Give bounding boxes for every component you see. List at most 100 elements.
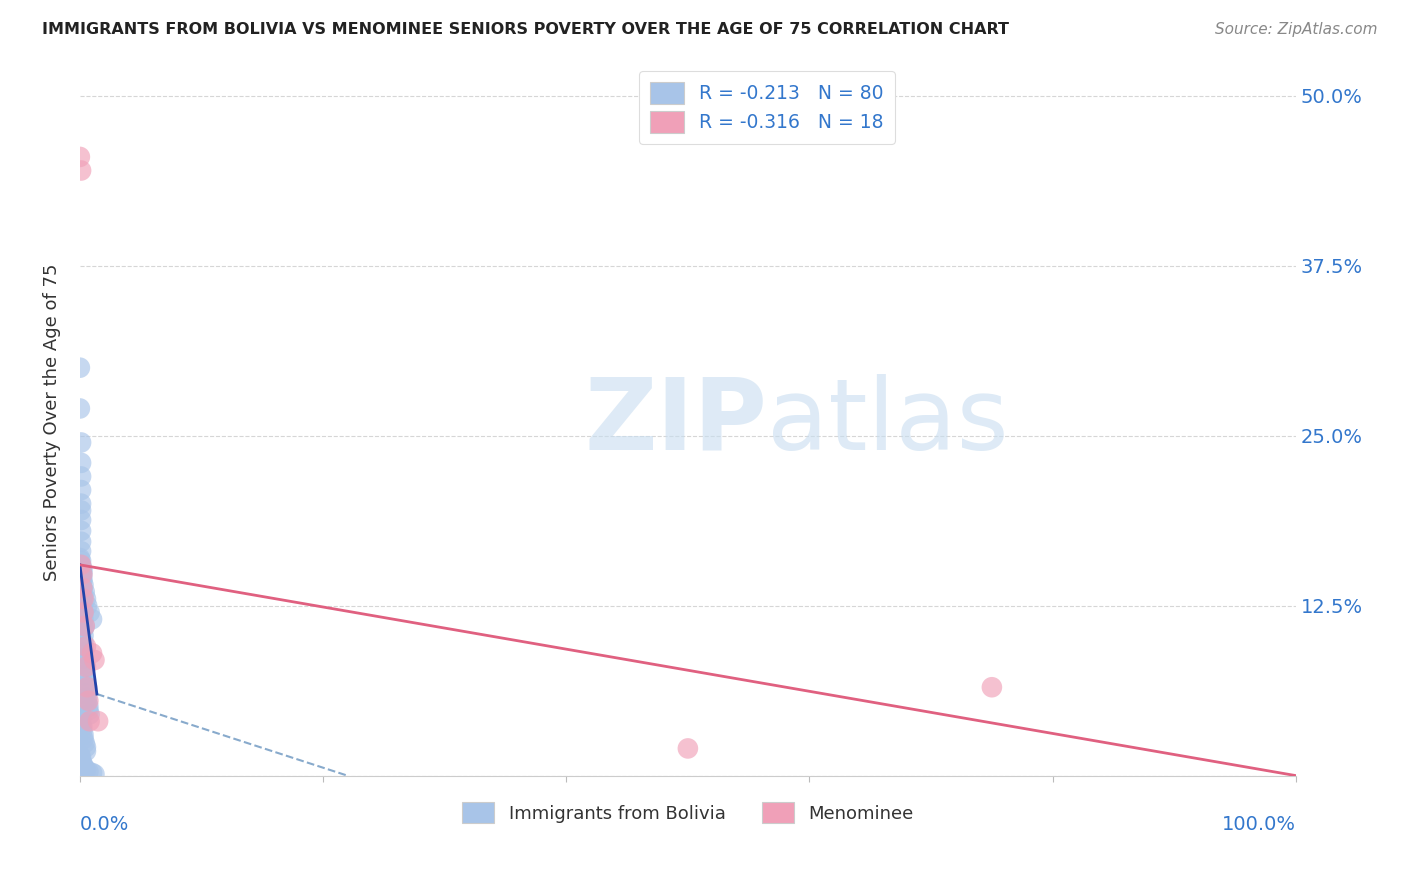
Point — [73, 619, 96, 633]
Point — [75, 763, 97, 777]
Point — [72, 562, 94, 576]
Point — [70, 513, 93, 527]
Point — [73, 668, 96, 682]
Point — [72, 615, 94, 629]
Point — [70, 497, 93, 511]
Point — [70, 435, 93, 450]
Point — [72, 651, 94, 665]
Y-axis label: Seniors Poverty Over the Age of 75: Seniors Poverty Over the Age of 75 — [44, 263, 60, 581]
Point — [72, 565, 94, 579]
Point — [69, 360, 91, 375]
Point — [70, 469, 93, 483]
Point — [73, 657, 96, 672]
Point — [72, 640, 94, 655]
Point — [73, 619, 96, 633]
Point — [73, 736, 96, 750]
Text: IMMIGRANTS FROM BOLIVIA VS MENOMINEE SENIORS POVERTY OVER THE AGE OF 75 CORRELAT: IMMIGRANTS FROM BOLIVIA VS MENOMINEE SEN… — [42, 22, 1010, 37]
Point — [72, 588, 94, 602]
Legend: Immigrants from Bolivia, Menominee: Immigrants from Bolivia, Menominee — [454, 795, 921, 830]
Point — [75, 682, 97, 697]
Point — [72, 601, 94, 615]
Point — [69, 558, 91, 572]
Point — [69, 551, 91, 566]
Point — [676, 741, 699, 756]
Point — [72, 622, 94, 636]
Point — [77, 699, 100, 714]
Point — [72, 759, 94, 773]
Point — [76, 691, 98, 706]
Point — [83, 767, 105, 781]
Point — [980, 680, 1002, 694]
Point — [73, 585, 96, 599]
Point — [72, 578, 94, 592]
Point — [76, 680, 98, 694]
Point — [72, 581, 94, 595]
Point — [69, 712, 91, 726]
Point — [70, 754, 93, 768]
Point — [72, 629, 94, 643]
Text: atlas: atlas — [766, 374, 1008, 471]
Point — [75, 679, 97, 693]
Point — [80, 765, 103, 780]
Point — [70, 554, 93, 568]
Point — [77, 703, 100, 717]
Point — [72, 606, 94, 620]
Point — [70, 714, 93, 729]
Point — [70, 751, 93, 765]
Point — [69, 401, 91, 416]
Point — [70, 558, 93, 572]
Point — [72, 720, 94, 734]
Point — [72, 591, 94, 606]
Point — [73, 663, 96, 677]
Point — [70, 524, 93, 538]
Point — [69, 748, 91, 763]
Point — [70, 483, 93, 497]
Point — [70, 503, 93, 517]
Point — [72, 574, 94, 589]
Point — [70, 534, 93, 549]
Point — [72, 608, 94, 623]
Point — [72, 756, 94, 771]
Point — [77, 694, 100, 708]
Point — [75, 744, 97, 758]
Point — [72, 635, 94, 649]
Point — [79, 707, 101, 722]
Point — [72, 585, 94, 599]
Point — [72, 646, 94, 660]
Point — [75, 640, 97, 654]
Point — [70, 163, 93, 178]
Point — [75, 591, 97, 606]
Text: 0.0%: 0.0% — [80, 814, 129, 833]
Point — [79, 714, 101, 729]
Text: ZIP: ZIP — [585, 374, 768, 471]
Point — [80, 612, 103, 626]
Point — [72, 599, 94, 613]
Point — [73, 762, 96, 776]
Point — [75, 687, 97, 701]
Point — [70, 558, 93, 572]
Point — [76, 695, 98, 709]
Point — [73, 673, 96, 688]
Point — [75, 660, 97, 674]
Point — [70, 578, 93, 592]
Point — [80, 646, 103, 660]
Point — [72, 594, 94, 608]
Point — [79, 606, 101, 620]
Point — [87, 714, 110, 729]
Point — [72, 731, 94, 746]
Point — [72, 591, 94, 606]
Point — [83, 653, 105, 667]
Point — [70, 717, 93, 731]
Point — [72, 567, 94, 582]
Point — [72, 612, 94, 626]
Point — [72, 571, 94, 585]
Point — [72, 567, 94, 582]
Point — [75, 740, 97, 755]
Point — [70, 565, 93, 579]
Point — [76, 599, 98, 613]
Text: Source: ZipAtlas.com: Source: ZipAtlas.com — [1215, 22, 1378, 37]
Point — [72, 723, 94, 738]
Point — [69, 150, 91, 164]
Text: 100.0%: 100.0% — [1222, 814, 1296, 833]
Point — [72, 728, 94, 742]
